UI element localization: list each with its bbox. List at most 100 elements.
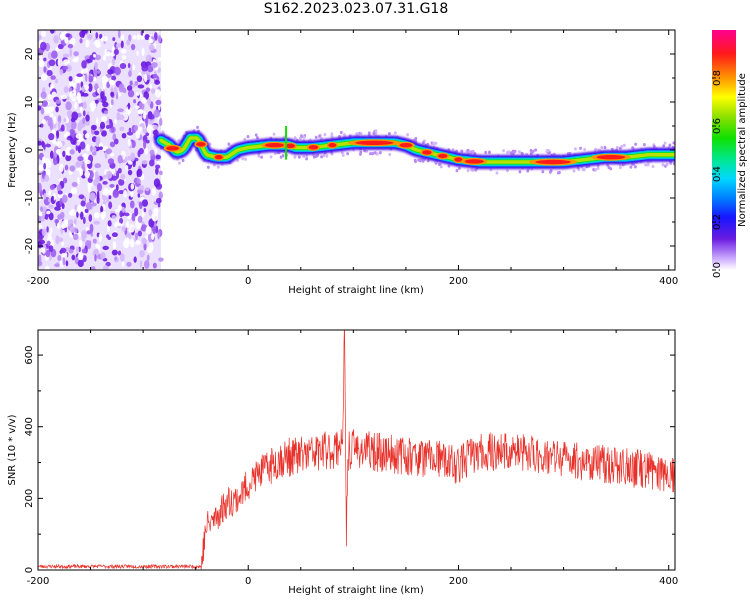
noise-blob bbox=[89, 54, 94, 61]
ridge-halo-dot bbox=[302, 154, 306, 158]
noise-blob bbox=[81, 31, 85, 38]
noise-blob bbox=[46, 240, 51, 246]
ridge-halo-dot bbox=[466, 169, 470, 173]
noise-blob bbox=[64, 35, 69, 44]
noise-blob bbox=[43, 162, 47, 170]
ridge-halo-dot bbox=[414, 159, 417, 164]
noise-blob bbox=[128, 70, 132, 77]
ridge-halo-dot bbox=[622, 143, 626, 147]
noise-blob bbox=[145, 139, 150, 144]
ridge-halo-dot bbox=[509, 151, 513, 155]
ridge-hotspot bbox=[166, 146, 179, 151]
noise-blob bbox=[70, 211, 77, 216]
noise-blob bbox=[125, 164, 129, 171]
noise-blob bbox=[60, 211, 65, 219]
noise-blob bbox=[137, 126, 143, 132]
noise-blob bbox=[90, 100, 97, 110]
noise-blob bbox=[45, 249, 51, 258]
noise-blob bbox=[120, 34, 125, 41]
ridge-halo-dot bbox=[502, 149, 505, 153]
noise-blob bbox=[114, 222, 118, 228]
noise-blob bbox=[152, 229, 156, 235]
noise-blob bbox=[51, 195, 54, 201]
noise-blob bbox=[110, 99, 114, 106]
x-tick-label: 200 bbox=[449, 276, 468, 287]
noise-blob bbox=[119, 210, 123, 218]
noise-blob bbox=[90, 266, 96, 270]
noise-blob bbox=[124, 237, 130, 246]
ridge-halo-dot bbox=[272, 132, 276, 136]
ridge-halo-dot bbox=[177, 139, 181, 143]
noise-blob bbox=[75, 133, 83, 139]
noise-blob bbox=[67, 43, 74, 49]
noise-blob bbox=[40, 215, 45, 223]
noise-blob bbox=[91, 124, 97, 131]
noise-blob bbox=[134, 80, 139, 86]
noise-blob bbox=[63, 86, 69, 93]
noise-blob bbox=[65, 33, 71, 38]
noise-blob bbox=[95, 32, 99, 39]
noise-blob bbox=[145, 187, 150, 192]
noise-blob bbox=[75, 145, 79, 152]
noise-blob bbox=[148, 218, 155, 228]
noise-blob bbox=[82, 110, 86, 117]
noise-blob bbox=[92, 146, 97, 152]
noise-blob bbox=[49, 113, 54, 118]
noise-blob bbox=[43, 192, 47, 200]
noise-blob bbox=[76, 211, 79, 218]
noise-blob bbox=[55, 149, 61, 155]
noise-blob bbox=[151, 62, 158, 68]
noise-blob bbox=[117, 108, 124, 113]
noise-blob bbox=[149, 159, 155, 167]
noise-blob bbox=[128, 224, 135, 233]
spectrogram-panel: -200 0 200 400 -20 -10 0 10 20 Height of straigh… bbox=[7, 29, 678, 296]
noise-blob bbox=[100, 206, 104, 213]
noise-blob bbox=[108, 79, 116, 86]
ridge-halo-dot bbox=[592, 168, 596, 172]
ridge-halo-dot bbox=[341, 153, 345, 157]
noise-blob bbox=[107, 68, 114, 75]
ridge-halo-dot bbox=[634, 165, 637, 169]
noise-blob bbox=[141, 237, 147, 245]
noise-blob bbox=[118, 114, 125, 121]
ridge-halo-dot bbox=[447, 164, 451, 168]
noise-blob bbox=[114, 66, 120, 71]
ridge-hotspot bbox=[264, 143, 285, 148]
noise-blob bbox=[127, 160, 133, 165]
noise-blob bbox=[96, 182, 103, 192]
noise-blob bbox=[138, 101, 145, 111]
noise-blob bbox=[48, 133, 55, 141]
noise-blob bbox=[48, 204, 54, 209]
ridge-halo-dot bbox=[593, 148, 597, 152]
noise-blob bbox=[48, 59, 56, 67]
noise-blob bbox=[151, 187, 157, 196]
noise-blob bbox=[121, 226, 126, 232]
noise-blob bbox=[157, 57, 163, 62]
noise-blob bbox=[43, 66, 47, 73]
noise-blob bbox=[126, 261, 132, 267]
ridge-hotspot bbox=[535, 159, 571, 165]
noise-blob bbox=[80, 200, 86, 207]
noise-blob bbox=[77, 252, 84, 261]
noise-blob bbox=[113, 49, 119, 56]
ridge-halo-dot bbox=[534, 148, 538, 152]
noise-blob bbox=[38, 55, 43, 60]
x-tick-label: 400 bbox=[659, 576, 678, 587]
noise-blob bbox=[138, 185, 145, 191]
noise-blob bbox=[147, 97, 151, 106]
noise-blob bbox=[109, 183, 115, 188]
noise-blob bbox=[102, 54, 107, 61]
noise-blob bbox=[82, 101, 87, 110]
noise-blob bbox=[146, 246, 153, 254]
noise-blob bbox=[156, 30, 160, 34]
noise-blob bbox=[94, 174, 100, 183]
ridge-halo-dot bbox=[273, 151, 277, 155]
ridge-halo-dot bbox=[206, 165, 210, 169]
noise-blob bbox=[143, 74, 148, 83]
noise-blob bbox=[100, 90, 105, 100]
noise-blob bbox=[110, 152, 115, 157]
ridge-halo-dot bbox=[330, 134, 334, 138]
noise-blob bbox=[121, 261, 125, 267]
noise-blob bbox=[45, 168, 51, 176]
